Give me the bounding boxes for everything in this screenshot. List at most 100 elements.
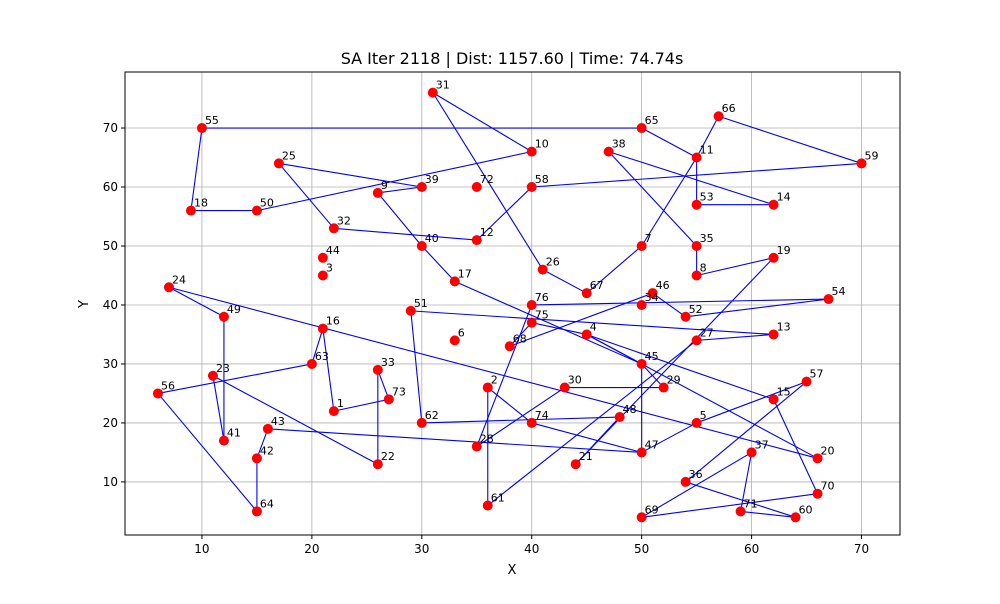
city-point	[768, 394, 779, 405]
route-segment	[256, 428, 269, 459]
city-point	[251, 205, 262, 216]
city-point	[526, 146, 537, 157]
city-point	[251, 453, 262, 464]
city-point	[581, 329, 592, 340]
x-tick-label: 10	[194, 542, 209, 556]
city-point	[691, 417, 702, 428]
city-label: 58	[535, 173, 549, 186]
x-tick-label: 40	[524, 542, 539, 556]
route-segment	[278, 163, 335, 229]
city-point	[405, 305, 416, 316]
city-point	[691, 152, 702, 163]
city-point	[416, 182, 427, 193]
route-segment	[773, 399, 819, 494]
city-label: 59	[865, 149, 879, 162]
route-segment	[740, 452, 753, 512]
city-label: 22	[381, 450, 395, 463]
city-label: 27	[700, 326, 714, 339]
route-segment	[740, 510, 796, 518]
city-label: 68	[513, 332, 527, 345]
city-label: 2	[491, 374, 498, 387]
city-label: 46	[656, 279, 670, 292]
city-point	[328, 223, 339, 234]
route-segment	[168, 286, 225, 318]
route-segment	[509, 322, 533, 347]
route-segment	[487, 387, 533, 424]
route-segment	[377, 186, 422, 194]
city-label: 8	[700, 261, 707, 274]
axis-ticks: 10 20 30 40 50 60 70 10 20 30 40 50 60 70	[103, 121, 869, 556]
city-label: 29	[667, 374, 681, 387]
city-label: 3	[326, 261, 333, 274]
city-label: 67	[590, 279, 604, 292]
city-label: 72	[480, 173, 494, 186]
city-point	[823, 294, 834, 305]
city-label: 38	[612, 138, 626, 151]
city-label: 42	[260, 444, 274, 457]
city-label: 4	[590, 320, 597, 333]
city-point	[482, 500, 493, 511]
route-segment	[157, 393, 258, 512]
route-segment	[410, 310, 774, 336]
route-segment	[487, 339, 697, 506]
city-point	[328, 406, 339, 417]
city-point	[636, 299, 647, 310]
city-label: 51	[414, 297, 428, 310]
city-label: 60	[799, 503, 813, 516]
route-segment	[212, 375, 225, 441]
city-label: 62	[425, 409, 439, 422]
city-point	[768, 252, 779, 263]
city-point	[768, 329, 779, 340]
route-segment	[608, 151, 698, 247]
city-label: 19	[777, 244, 791, 257]
city-point	[273, 158, 284, 169]
city-point	[251, 506, 262, 517]
city-point	[427, 87, 438, 98]
route-segment	[476, 387, 566, 447]
x-axis-label: X	[508, 563, 517, 578]
city-point	[504, 341, 515, 352]
city-point	[636, 123, 647, 134]
x-tick-label: 60	[744, 542, 759, 556]
city-point	[207, 370, 218, 381]
city-point	[471, 235, 482, 246]
city-label: 12	[480, 226, 494, 239]
city-point	[658, 382, 669, 393]
city-label: 14	[777, 191, 791, 204]
city-point	[691, 335, 702, 346]
city-point	[614, 412, 625, 423]
route-segment	[190, 127, 203, 211]
city-label: 10	[535, 138, 549, 151]
y-tick-label: 70	[103, 121, 118, 135]
y-tick-label: 50	[103, 239, 118, 253]
route-segment	[641, 127, 697, 159]
city-point	[691, 199, 702, 210]
route-segment	[421, 416, 620, 424]
city-point	[152, 388, 163, 399]
route-segment	[586, 333, 774, 400]
city-point	[185, 205, 196, 216]
city-label: 7	[645, 232, 652, 245]
city-label: 44	[326, 244, 340, 257]
city-label: 71	[744, 497, 758, 510]
city-point	[768, 199, 779, 210]
city-label: 16	[326, 315, 340, 328]
chart-title: SA Iter 2118 | Dist: 1157.60 | Time: 74.…	[341, 49, 684, 68]
city-label: 74	[535, 409, 549, 422]
city-label: 65	[645, 114, 659, 127]
city-point	[856, 158, 867, 169]
route-segment	[575, 257, 774, 465]
city-point	[196, 123, 207, 134]
city-label: 23	[216, 362, 230, 375]
city-label: 39	[425, 173, 439, 186]
route-segment	[608, 151, 774, 206]
city-label: 57	[810, 368, 824, 381]
route-segment	[531, 322, 587, 336]
route-segment	[377, 192, 423, 247]
city-label: 49	[227, 303, 241, 316]
city-point	[449, 276, 460, 287]
route-segment	[322, 328, 335, 412]
city-label: 1	[337, 397, 344, 410]
city-point	[526, 299, 537, 310]
